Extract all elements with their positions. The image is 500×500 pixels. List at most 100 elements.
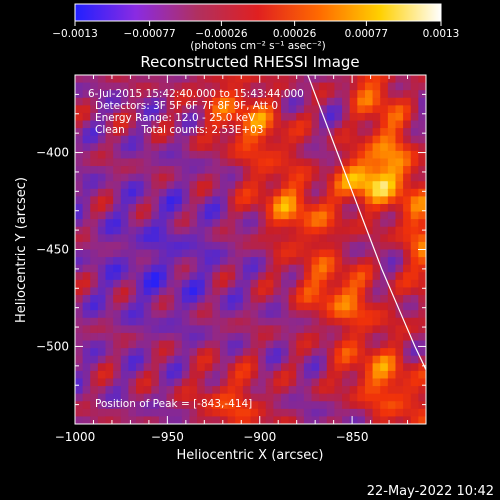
heatmap-cell [326, 166, 336, 175]
heatmap-cell [242, 120, 252, 129]
heatmap-cell [410, 135, 419, 144]
heatmap-cell [372, 226, 381, 235]
heatmap-cell [151, 166, 160, 175]
heatmap-cell [342, 332, 351, 342]
heatmap-cell [90, 401, 99, 410]
heatmap-cell [395, 120, 404, 129]
heatmap-cell [128, 348, 137, 357]
heatmap-cell [82, 325, 91, 334]
heatmap-cell [219, 203, 229, 213]
heatmap-cell [227, 401, 236, 410]
heatmap-cell [250, 135, 259, 144]
heatmap-cell [250, 188, 259, 197]
heatmap-cell [158, 408, 168, 418]
heatmap-cell [372, 370, 381, 380]
heatmap-cell [158, 257, 168, 266]
heatmap-cell [357, 332, 366, 342]
heatmap-cell [281, 408, 290, 418]
heatmap-cell [136, 150, 145, 160]
heatmap-cell [143, 135, 152, 144]
heatmap-cell [265, 105, 274, 114]
heatmap-cell [342, 295, 351, 304]
heatmap-cell [349, 408, 358, 418]
heatmap-cell [242, 90, 252, 99]
heatmap-cell [326, 97, 336, 106]
heatmap-cell [151, 90, 160, 99]
heatmap-cell [174, 196, 183, 205]
heatmap-cell [151, 317, 160, 326]
heatmap-cell [258, 401, 267, 410]
heatmap-cell [303, 378, 313, 387]
heatmap-cell [105, 310, 114, 319]
heatmap-cell [281, 310, 290, 319]
heatmap-cell [120, 279, 130, 289]
heatmap-cell [357, 370, 366, 380]
heatmap-cell [136, 287, 145, 296]
heatmap-cell [372, 135, 381, 144]
heatmap-cell [235, 401, 244, 410]
heatmap-cell [349, 302, 358, 311]
heatmap-cell [90, 249, 99, 258]
y-tick-label: −400 [36, 146, 69, 160]
heatmap-cell [82, 378, 91, 387]
heatmap-cell [158, 219, 168, 228]
heatmap-cell [319, 325, 328, 334]
heatmap-cell [151, 234, 160, 243]
heatmap-cell [410, 241, 419, 251]
heatmap-cell [219, 112, 229, 122]
heatmap-cell [410, 401, 419, 410]
heatmap-cell [181, 173, 191, 182]
heatmap-cell [372, 378, 381, 387]
heatmap-cell [380, 75, 389, 84]
heatmap-cell [410, 120, 419, 129]
heatmap-cell [319, 143, 328, 152]
heatmap-cell [258, 408, 267, 418]
heatmap-cell [158, 317, 168, 326]
heatmap-cell [143, 386, 152, 395]
heatmap-cell [296, 226, 305, 235]
heatmap-cell [189, 257, 198, 266]
heatmap-cell [136, 386, 145, 395]
heatmap-cell [334, 272, 343, 281]
heatmap-cell [349, 188, 358, 197]
heatmap-cell [197, 302, 206, 311]
heatmap-cell [380, 355, 389, 364]
heatmap-cell [75, 82, 84, 91]
heatmap-cell [258, 325, 267, 334]
heatmap-cell [128, 401, 137, 410]
heatmap-cell [288, 408, 297, 418]
heatmap-cell [258, 295, 267, 304]
heatmap-cell [303, 363, 313, 372]
heatmap-cell [380, 332, 389, 342]
heatmap-cell [387, 302, 397, 311]
heatmap-cell [174, 401, 183, 410]
heatmap-cell [403, 386, 412, 395]
heatmap-cell [303, 408, 313, 418]
heatmap-cell [204, 105, 213, 114]
heatmap-cell [113, 302, 122, 311]
heatmap-cell [197, 196, 206, 205]
heatmap-cell [204, 181, 213, 190]
heatmap-cell [288, 416, 297, 424]
heatmap-cell [204, 401, 213, 410]
heatmap-cell [227, 348, 236, 357]
heatmap-cell [311, 211, 320, 220]
heatmap-cell [204, 416, 213, 424]
heatmap-cell [281, 181, 290, 190]
heatmap-cell [181, 332, 191, 342]
heatmap-cell [166, 272, 175, 281]
heatmap-cell [403, 188, 412, 197]
heatmap-cell [265, 166, 274, 175]
heatmap-cell [235, 287, 244, 296]
heatmap-cell [387, 97, 397, 106]
heatmap-cell [273, 295, 282, 304]
heatmap-cell [75, 317, 84, 326]
heatmap-cell [410, 416, 419, 424]
heatmap-cell [418, 325, 426, 334]
heatmap-cell [288, 173, 297, 182]
heatmap-cell [410, 257, 419, 266]
heatmap-cell [120, 378, 130, 387]
heatmap-cell [128, 310, 137, 319]
heatmap-cell [128, 386, 137, 395]
heatmap-cell [75, 226, 84, 235]
